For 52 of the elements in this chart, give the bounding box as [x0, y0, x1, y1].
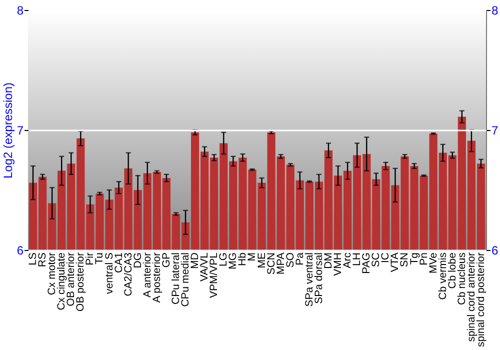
x-tick-label: IC [380, 252, 392, 263]
x-tick-label: ME [256, 252, 268, 268]
x-tick-label: VMH [332, 252, 344, 276]
x-tick-label: Cb nucleus [456, 252, 468, 306]
x-tick-label: Cb vermis [436, 252, 449, 300]
x-tick-label: GP [160, 252, 172, 268]
y-tick-label: 7 [16, 124, 24, 138]
x-tick-label: Cb lobe [446, 252, 458, 289]
x-tick-label: OB anterior [65, 252, 78, 306]
x-tick-label: SPa ventral [303, 252, 316, 307]
x-tick-label: SPa dorsal [312, 252, 325, 304]
x-tick-label: RS [36, 252, 49, 268]
y2-tick-label: 8 [492, 4, 498, 18]
x-tick-label: Cx cingulate [56, 252, 68, 310]
x-tick-label: A posterior [150, 252, 163, 303]
x-tick-label: spinal cord anterior [465, 252, 478, 342]
y-axis-title: Log2 (expression) [0, 82, 15, 179]
x-tick-label: A anterior [141, 252, 154, 298]
x-tick-label: DM [322, 252, 334, 269]
x-tick-label: VTA [389, 252, 402, 272]
x-tick-label: Tu [94, 252, 106, 264]
x-tick-label: ventral S [103, 252, 116, 294]
x-tick-label: SN [398, 252, 411, 268]
x-tick-label: LG [218, 252, 230, 267]
x-tick-label: CA1 [112, 252, 125, 273]
x-tick-label: LS [27, 252, 40, 266]
x-tick-label: M [246, 252, 258, 262]
x-tick-label: SCN [265, 252, 278, 275]
x-tick-label: MPA [274, 252, 287, 274]
y-tick-label: 6 [16, 244, 24, 258]
x-tick-label: Tg [408, 252, 420, 265]
x-tick-label: SO [284, 252, 296, 268]
x-tick-label: LH [351, 252, 364, 266]
x-tick-label: SC [370, 252, 382, 268]
x-tick-label: CPu lateral [170, 252, 182, 304]
x-tick-label: DG [132, 252, 144, 268]
x-tick-label: spinal cord posterior [474, 252, 487, 348]
x-tick-label: CPu medial [180, 252, 192, 307]
x-tick-label: VPM/VPL [208, 252, 220, 298]
x-tick-label: OB posterior [74, 252, 87, 312]
x-tick-label: Arc [342, 252, 354, 268]
x-tick-label: Pa [294, 252, 306, 266]
y-tick-label: 8 [16, 4, 24, 18]
x-tick-label: PAG [360, 252, 373, 274]
x-tick-label: CA2/CA3 [122, 252, 134, 296]
y2-tick-label: 6 [492, 244, 498, 258]
x-tick-label: MVe [427, 252, 440, 274]
x-tick-label: Pir [84, 252, 96, 266]
x-tick-label: VA/VL [198, 252, 211, 282]
y2-tick-label: 7 [492, 124, 498, 138]
x-tick-label: MD [189, 252, 202, 269]
x-tick-label: Hb [236, 252, 249, 266]
